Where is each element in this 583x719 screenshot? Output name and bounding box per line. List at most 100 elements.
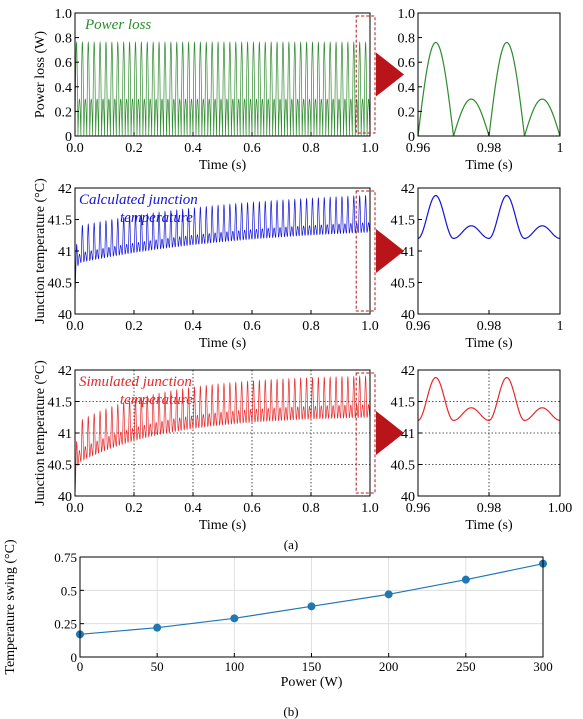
sim_zoom-tick-label-y: 41.5 <box>391 396 416 411</box>
sim_main-tick-label-y: 41.5 <box>48 396 73 411</box>
calc_zoom-tick-label-x: 1 <box>557 319 564 334</box>
frame-layer <box>74 12 561 658</box>
swing-tick-label-x: 200 <box>379 659 399 674</box>
power_main-tick-label-y: 0.4 <box>55 81 73 96</box>
sim_main-tick-label-x: 0.0 <box>66 501 84 516</box>
grid-layer <box>75 370 560 657</box>
sim_main-tick-label-x: 0.8 <box>302 501 320 516</box>
swing-tick-label-x: 50 <box>151 659 164 674</box>
sim_main-tick-label-x: 1.0 <box>361 501 379 516</box>
calc_main-x-axis-label: Time (s) <box>199 336 247 351</box>
swing-tick-label-y: 0.25 <box>54 617 77 632</box>
calc_main-zoom-box <box>355 190 376 312</box>
swing-tick-label-x: 100 <box>225 659 245 674</box>
power_main-series-line <box>74 41 371 137</box>
calc_main-tick-label-y: 41.5 <box>48 214 73 229</box>
sim_main-tick-label-y: 40.5 <box>48 459 73 474</box>
calc_zoom-tick-label-y: 41.5 <box>391 214 416 229</box>
calc_main-tick-label-x: 0.6 <box>243 319 261 334</box>
power_zoom-x-axis-label: Time (s) <box>465 158 513 173</box>
power_main-tick-label-x: 0.8 <box>302 141 320 156</box>
power_zoom-tick-label-y: 0.2 <box>398 105 416 120</box>
power_zoom-series-line <box>417 41 561 137</box>
swing-tick-label-y: 0 <box>71 650 78 665</box>
calc_main-tick-label-y: 41 <box>58 245 72 260</box>
power_zoom-tick-label-y: 0.4 <box>398 81 416 96</box>
power_zoom-tick-label-y: 0.6 <box>398 56 416 71</box>
power_main-zoom-arrow <box>376 52 404 97</box>
power_main-zoom-box <box>355 15 376 134</box>
calc_main-tick-label-x: 1.0 <box>361 319 379 334</box>
power_zoom-tick-label-x: 0.98 <box>477 141 502 156</box>
swing-tick-label-y: 0.75 <box>54 550 77 565</box>
power_main-x-axis-label: Time (s) <box>199 158 247 173</box>
swing-y-axis-label: Temperature swing (°C) <box>3 539 18 675</box>
sim_zoom-x-axis-label: Time (s) <box>465 518 513 533</box>
power_main-y-axis-label: Power loss (W) <box>33 31 48 118</box>
swing-tick-label-x: 250 <box>456 659 476 674</box>
calc_main-annotation-line2: temperature <box>120 210 193 226</box>
power_main-tick-label-y: 0.6 <box>55 56 73 71</box>
sim_zoom-series-line <box>417 376 561 422</box>
calc_main-tick-label-y: 40 <box>58 308 72 323</box>
calc_main-series-line <box>74 194 371 296</box>
power_zoom-tick-label-x: 0.96 <box>406 141 431 156</box>
power_main-tick-label-y: 1.0 <box>55 7 73 22</box>
sim_main-tick-label-x: 0.2 <box>125 501 143 516</box>
sim_main-tick-label-y: 40 <box>58 490 72 505</box>
figure-label-b: (b) <box>283 704 298 719</box>
calc_main-tick-label-x: 0.2 <box>125 319 143 334</box>
power_main-tick-label-x: 0.0 <box>66 141 84 156</box>
power_zoom-tick-label-y: 0 <box>408 130 415 145</box>
swing-data-point <box>384 590 393 599</box>
sim_main-tick-label-x: 0.6 <box>243 501 261 516</box>
sim_main-series-line <box>74 375 371 497</box>
swing-tick-label-x: 0 <box>77 659 84 674</box>
power_main-tick-label-x: 1.0 <box>361 141 379 156</box>
figure-label-a: (a) <box>284 537 298 552</box>
power_zoom-tick-label-y: 0.8 <box>398 32 416 47</box>
sim_zoom-tick-label-x: 0.98 <box>477 501 502 516</box>
power_zoom-tick-label-x: 1 <box>557 141 564 156</box>
calc_zoom-tick-label-y: 42 <box>401 182 415 197</box>
sim_zoom-tick-label-y: 40 <box>401 490 415 505</box>
calc_zoom-tick-label-x: 0.96 <box>406 319 431 334</box>
calc_main-tick-label-y: 40.5 <box>48 277 73 292</box>
calc_main-tick-label-x: 0.8 <box>302 319 320 334</box>
calc_zoom-axes-frame <box>417 187 561 315</box>
sim_main-annotation-line1: Simulated junction <box>79 374 192 390</box>
swing-data-point <box>307 602 316 611</box>
calc_zoom-tick-label-y: 40 <box>401 308 415 323</box>
sim_main-tick-label-y: 42 <box>58 364 72 379</box>
sim_main-y-axis-label: Junction temperature (°C) <box>33 360 48 506</box>
sim_zoom-tick-label-y: 40.5 <box>391 459 416 474</box>
swing-data-point <box>230 614 239 623</box>
sim_zoom-tick-label-x: 1.00 <box>548 501 573 516</box>
sim_main-annotation-line2: temperature <box>120 392 193 408</box>
power_main-annotation: Power loss <box>84 17 151 33</box>
calc_zoom-tick-label-x: 0.98 <box>477 319 502 334</box>
power_main-tick-label-y: 0 <box>65 130 72 145</box>
calc_main-y-axis-label: Junction temperature (°C) <box>33 178 48 324</box>
sim_zoom-tick-label-y: 41 <box>401 427 415 442</box>
calc_main-annotation-line1: Calculated junction <box>79 192 198 208</box>
sim_main-zoom-arrow <box>376 411 404 455</box>
calc_main-tick-label-x: 0.0 <box>66 319 84 334</box>
swing-x-axis-label: Power (W) <box>281 675 343 690</box>
swing-tick-label-y: 0.5 <box>61 583 77 598</box>
sim_main-zoom-box <box>355 372 376 494</box>
sim_zoom-tick-label-y: 42 <box>401 364 415 379</box>
calc_zoom-tick-label-y: 40.5 <box>391 277 416 292</box>
swing-data-point <box>153 623 162 632</box>
calc_main-zoom-arrow <box>376 229 404 273</box>
sim_zoom-tick-label-x: 0.96 <box>406 501 431 516</box>
sim_main-x-axis-label: Time (s) <box>199 518 247 533</box>
swing-data-point <box>461 575 470 584</box>
power_zoom-tick-label-y: 1.0 <box>398 7 416 22</box>
calc_zoom-x-axis-label: Time (s) <box>465 336 513 351</box>
power_main-axes-frame <box>74 12 371 137</box>
power_main-tick-label-x: 0.2 <box>125 141 143 156</box>
sim_main-tick-label-x: 0.4 <box>184 501 202 516</box>
